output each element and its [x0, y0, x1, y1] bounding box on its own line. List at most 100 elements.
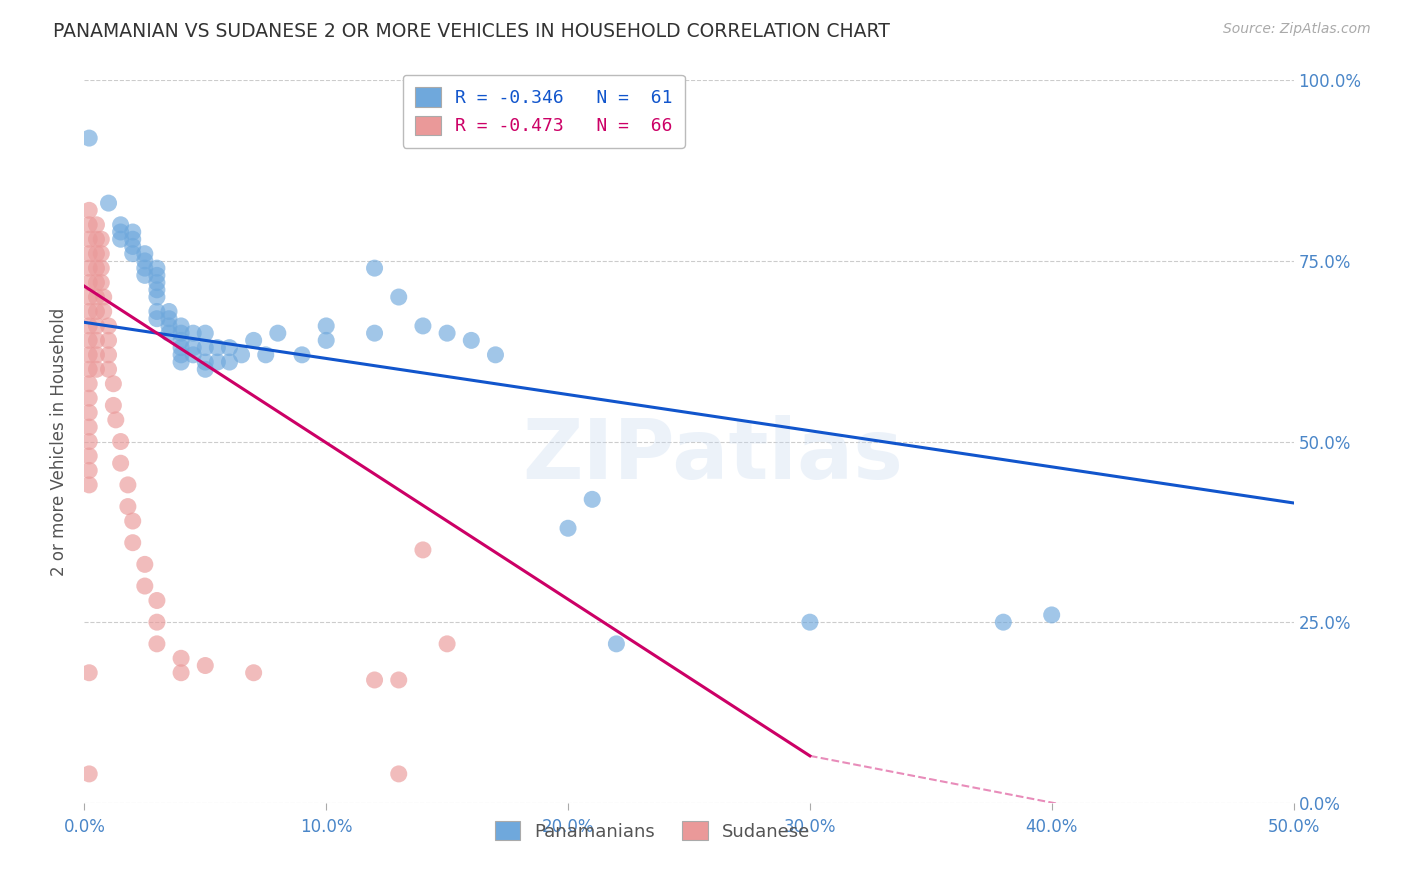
Point: [134, 558, 156, 572]
Point: [97, 196, 120, 211]
Point: [97, 318, 120, 333]
Point: [157, 304, 180, 318]
Point: [77, 246, 100, 260]
Point: [134, 579, 156, 593]
Point: [77, 203, 100, 218]
Point: [363, 326, 385, 340]
Point: [170, 341, 193, 355]
Point: [207, 355, 229, 369]
Point: [77, 348, 100, 362]
Point: [170, 318, 193, 333]
Point: [77, 261, 100, 276]
Point: [134, 253, 156, 268]
Point: [799, 615, 821, 630]
Point: [146, 615, 169, 630]
Point: [194, 362, 217, 376]
Point: [1040, 607, 1063, 622]
Point: [170, 334, 193, 348]
Point: [170, 326, 193, 340]
Point: [77, 376, 100, 391]
Point: [218, 341, 240, 355]
Point: [134, 261, 156, 276]
Point: [146, 637, 169, 651]
Point: [86, 348, 108, 362]
Point: [291, 348, 314, 362]
Point: [134, 246, 156, 260]
Y-axis label: 2 or more Vehicles in Household: 2 or more Vehicles in Household: [51, 308, 69, 575]
Point: [436, 326, 458, 340]
Point: [86, 304, 108, 318]
Point: [77, 232, 100, 246]
Point: [460, 334, 482, 348]
Point: [77, 391, 100, 405]
Point: [110, 232, 132, 246]
Point: [90, 232, 112, 246]
Point: [77, 449, 100, 463]
Point: [231, 348, 253, 362]
Point: [170, 651, 193, 665]
Point: [110, 456, 132, 470]
Point: [315, 334, 337, 348]
Point: [117, 478, 139, 492]
Point: [605, 637, 627, 651]
Point: [86, 318, 108, 333]
Point: [110, 434, 132, 449]
Point: [110, 225, 132, 239]
Point: [77, 463, 100, 477]
Point: [157, 326, 180, 340]
Point: [194, 658, 217, 673]
Point: [181, 341, 204, 355]
Point: [218, 355, 240, 369]
Point: [557, 521, 579, 535]
Point: [146, 290, 169, 304]
Point: [77, 406, 100, 420]
Point: [86, 261, 108, 276]
Point: [77, 665, 100, 680]
Point: [388, 673, 411, 687]
Point: [254, 348, 277, 362]
Point: [157, 318, 180, 333]
Point: [86, 276, 108, 290]
Point: [388, 767, 411, 781]
Point: [103, 398, 125, 412]
Point: [363, 673, 385, 687]
Point: [77, 218, 100, 232]
Point: [146, 311, 169, 326]
Point: [157, 311, 180, 326]
Point: [412, 542, 434, 557]
Point: [90, 261, 112, 276]
Text: PANAMANIAN VS SUDANESE 2 OR MORE VEHICLES IN HOUSEHOLD CORRELATION CHART: PANAMANIAN VS SUDANESE 2 OR MORE VEHICLE…: [53, 22, 890, 41]
Point: [388, 290, 411, 304]
Point: [86, 246, 108, 260]
Point: [90, 276, 112, 290]
Point: [77, 318, 100, 333]
Point: [146, 276, 169, 290]
Point: [121, 246, 143, 260]
Point: [121, 514, 143, 528]
Legend: Panamanians, Sudanese: Panamanians, Sudanese: [488, 814, 818, 848]
Point: [77, 334, 100, 348]
Point: [146, 304, 169, 318]
Point: [93, 304, 115, 318]
Point: [77, 767, 100, 781]
Point: [170, 348, 193, 362]
Point: [93, 290, 115, 304]
Point: [121, 225, 143, 239]
Point: [363, 261, 385, 276]
Point: [484, 348, 506, 362]
Point: [77, 131, 100, 145]
Point: [146, 268, 169, 283]
Point: [146, 283, 169, 297]
Text: Source: ZipAtlas.com: Source: ZipAtlas.com: [1223, 22, 1371, 37]
Point: [121, 239, 143, 253]
Point: [181, 348, 204, 362]
Point: [77, 276, 100, 290]
Point: [97, 362, 120, 376]
Point: [77, 478, 100, 492]
Point: [86, 218, 108, 232]
Point: [242, 665, 264, 680]
Point: [146, 593, 169, 607]
Point: [207, 341, 229, 355]
Point: [121, 232, 143, 246]
Point: [194, 355, 217, 369]
